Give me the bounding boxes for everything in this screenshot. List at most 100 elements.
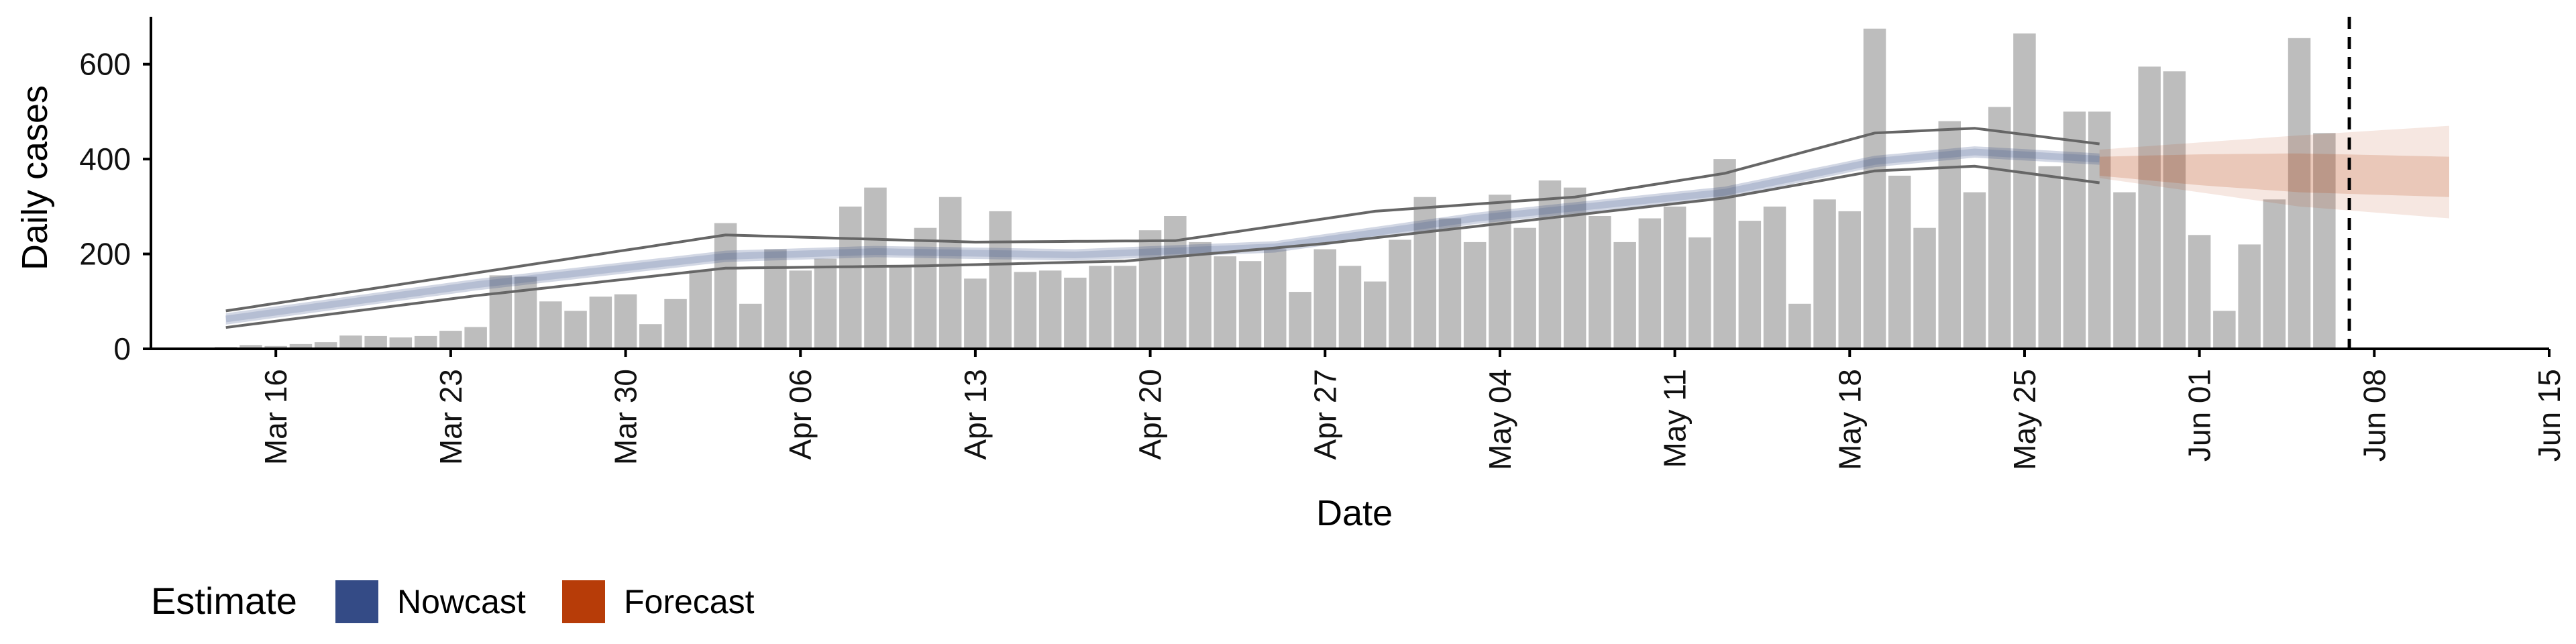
bar — [2063, 111, 2086, 349]
bar — [1164, 216, 1187, 349]
bar — [1838, 211, 1861, 349]
bar — [1264, 249, 1287, 349]
bar — [514, 276, 537, 349]
bar — [2113, 192, 2136, 349]
bar — [1289, 292, 1311, 349]
legend-swatch-forecast — [562, 580, 605, 623]
bar — [789, 270, 812, 349]
bar — [639, 324, 662, 349]
bar — [1913, 227, 1936, 349]
bar — [614, 294, 637, 349]
x-tick-label: May 04 — [1483, 369, 1517, 470]
bar — [539, 301, 562, 349]
legend-swatch-nowcast — [335, 580, 378, 623]
bar — [2038, 166, 2061, 350]
bar — [2288, 38, 2311, 350]
bar — [564, 311, 587, 349]
y-tick-label: 0 — [113, 331, 131, 366]
bar — [314, 342, 337, 349]
bar — [2238, 244, 2261, 349]
bar — [839, 206, 862, 349]
nowcast-ci-lines-layer — [225, 127, 2100, 329]
bar — [239, 345, 262, 349]
legend-title: Estimate — [151, 580, 297, 622]
bar — [764, 249, 787, 349]
bar — [914, 227, 937, 349]
bar — [264, 345, 287, 349]
x-tick-label: Mar 23 — [433, 369, 468, 465]
bar — [2013, 33, 2036, 350]
bar — [2188, 235, 2211, 349]
bar — [889, 266, 912, 350]
legend-label-forecast: Forecast — [624, 583, 755, 621]
bar — [1138, 230, 1162, 349]
bar — [1214, 256, 1236, 349]
bar — [464, 327, 487, 349]
bar — [1338, 266, 1362, 350]
bar — [1963, 192, 1986, 349]
bar — [1938, 121, 1961, 349]
x-tick-label: Mar 16 — [258, 369, 293, 465]
x-tick-label: Jun 08 — [2357, 369, 2392, 462]
bar — [1064, 277, 1087, 349]
bar — [289, 343, 313, 349]
bar — [1538, 180, 1562, 349]
bar — [1189, 241, 1212, 349]
x-tick-label: May 11 — [1658, 369, 1693, 468]
forecast-inner-band — [2099, 153, 2449, 197]
bar — [1313, 249, 1336, 349]
bar — [1038, 270, 1062, 349]
bar — [1738, 221, 1762, 349]
bar — [964, 278, 987, 349]
bar — [364, 335, 387, 349]
bar — [1089, 266, 1112, 350]
bar — [739, 303, 762, 349]
x-axis-title: Date — [1316, 493, 1393, 533]
nowcast-lower-ci-line — [225, 164, 2100, 329]
legend-label-nowcast: Nowcast — [397, 583, 526, 621]
bar — [1688, 237, 1711, 349]
x-tick-label: Jun 01 — [2182, 369, 2217, 462]
x-tick-label: Apr 27 — [1307, 369, 1342, 460]
forecast-outer-band — [2099, 125, 2449, 219]
y-axis-title: Daily cases — [15, 85, 55, 270]
y-tick-label: 600 — [79, 47, 131, 82]
x-tick-label: May 25 — [2007, 369, 2042, 470]
bar — [1763, 206, 1786, 349]
bar — [1788, 303, 1811, 349]
nowcast-median-line — [225, 148, 2100, 323]
x-tick-label: May 18 — [1832, 369, 1867, 470]
bar — [1364, 281, 1387, 349]
bar — [2213, 311, 2236, 349]
bar — [989, 211, 1012, 349]
bar — [339, 335, 362, 349]
bar — [1663, 206, 1686, 349]
bar — [2088, 111, 2111, 349]
x-tick-label: Jun 15 — [2532, 369, 2567, 462]
bar — [1463, 241, 1487, 349]
x-tick-label: Apr 13 — [958, 369, 993, 460]
bar — [1638, 218, 1662, 349]
bar — [2263, 199, 2286, 350]
y-tick-label: 200 — [79, 237, 131, 272]
bar — [1238, 261, 1262, 349]
bar — [439, 331, 462, 349]
estimate-bands-layer — [225, 125, 2449, 325]
bar — [1613, 241, 1636, 349]
bar — [1863, 28, 1886, 349]
bar — [1389, 239, 1411, 349]
bar — [664, 299, 687, 350]
bar — [938, 197, 962, 349]
bar — [1438, 218, 1462, 349]
bar — [1813, 199, 1836, 350]
bar — [389, 337, 413, 349]
bar — [1489, 195, 1511, 349]
bar — [864, 187, 887, 349]
bar — [1988, 107, 2011, 349]
bar — [1713, 159, 1736, 349]
bar — [814, 258, 837, 349]
nowcast-upper-ci-line — [225, 127, 2100, 313]
legend: Estimate Nowcast Forecast — [151, 580, 755, 623]
bar — [1014, 272, 1037, 349]
bar — [1888, 175, 1911, 349]
